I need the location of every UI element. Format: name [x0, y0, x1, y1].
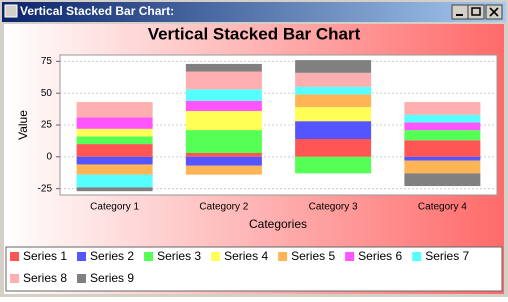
legend-swatch [10, 274, 19, 283]
y-tick-label: 50 [41, 88, 53, 99]
legend-swatch [345, 252, 355, 261]
bar-segment [185, 165, 262, 175]
bar-segment [404, 173, 481, 187]
window-icon [4, 4, 18, 18]
y-axis-label: Value [16, 110, 30, 140]
y-tick-label: -25 [38, 183, 53, 194]
bar-segment [295, 60, 372, 73]
bar-segment [185, 89, 262, 101]
x-tick-label: Category 1 [90, 202, 139, 213]
legend-swatch [278, 252, 288, 261]
legend-label: Series 5 [291, 249, 335, 263]
bar-segment [76, 187, 153, 192]
x-tick-label: Category 3 [309, 202, 358, 213]
legend-label: Series 4 [224, 249, 268, 263]
bar-segment [76, 164, 153, 175]
legend-label: Series 7 [425, 249, 469, 263]
legend-label: Series 8 [23, 271, 67, 285]
bar-segment [295, 94, 372, 108]
bar-segment [404, 122, 481, 131]
bar-segment [185, 153, 262, 157]
bar-segment [185, 156, 262, 166]
legend-label: Series 9 [90, 271, 134, 285]
bar-segment [295, 107, 372, 122]
legend-swatch [77, 252, 87, 261]
legend-label: Series 3 [157, 249, 201, 263]
bar-segment [76, 128, 153, 137]
x-axis-label: Categories [249, 217, 307, 231]
bar-segment [404, 140, 481, 157]
bar-segment [76, 174, 153, 188]
x-tick-label: Category 4 [418, 202, 467, 213]
legend-label: Series 1 [23, 249, 67, 263]
bar-segment [404, 156, 481, 161]
bar-segment [76, 136, 153, 145]
x-tick-label: Category 2 [199, 202, 248, 213]
bar-segment [185, 130, 262, 153]
bar-segment [404, 102, 481, 115]
bar-segment [295, 139, 372, 157]
bar-segment [76, 156, 153, 165]
legend-swatch [211, 252, 221, 261]
bar-segment [185, 111, 262, 131]
bar-segment [404, 130, 481, 141]
y-tick-label: 25 [41, 120, 53, 131]
bar-segment [76, 117, 153, 129]
legend-label: Series 2 [90, 249, 134, 263]
bar-segment [295, 121, 372, 139]
bar-segment [295, 86, 372, 95]
legend-swatch [412, 252, 422, 261]
bar-segment [404, 114, 481, 123]
bar-segment [185, 63, 262, 72]
y-tick-label: 0 [46, 151, 52, 162]
bar-segment [76, 144, 153, 157]
window-title: Vertical Stacked Bar Chart: [20, 4, 174, 18]
title-bar [2, 2, 506, 22]
legend-swatch [144, 252, 154, 261]
maximize-button[interactable] [467, 4, 485, 20]
minimize-button[interactable] [451, 4, 469, 20]
chart-title: Vertical Stacked Bar Chart [148, 24, 361, 43]
bar-segment [295, 72, 372, 87]
window-buttons[interactable] [451, 4, 503, 20]
bar-segment [76, 102, 153, 118]
bar-segment [185, 100, 262, 111]
bar-segment [404, 160, 481, 174]
y-tick-label: 75 [41, 56, 53, 67]
bar-segment [295, 156, 372, 174]
legend-swatch [77, 274, 87, 283]
legend-label: Series 6 [358, 249, 402, 263]
bar-segment [185, 71, 262, 90]
legend-swatch [10, 252, 19, 261]
